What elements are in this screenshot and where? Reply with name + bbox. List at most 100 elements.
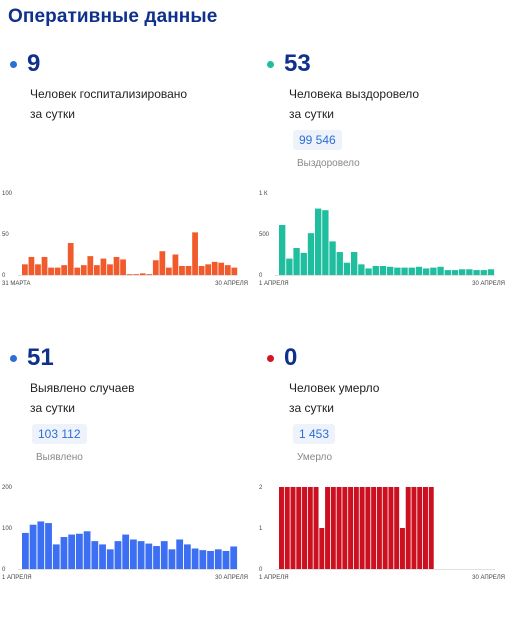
bar (279, 487, 284, 569)
bar (411, 487, 417, 569)
hospitalized-count: 9 (27, 50, 41, 77)
bar (160, 541, 168, 569)
bar (114, 541, 122, 569)
bar (487, 269, 495, 275)
bar (466, 269, 473, 275)
bar (319, 528, 325, 569)
x-start-label: 1 АПРЕЛЯ (2, 575, 32, 581)
detected-panel: 51 Выявлено случаев за сутки 103 112 Выя… (0, 346, 250, 626)
bar (330, 487, 336, 569)
bar (52, 544, 60, 569)
recovered-count: 53 (284, 50, 311, 77)
bar (22, 264, 28, 275)
x-start-label: 31 МАРТА (2, 281, 31, 287)
bar (313, 487, 319, 569)
bar (423, 487, 428, 569)
bullet-dot (10, 60, 17, 68)
bar (192, 232, 198, 275)
bar (152, 260, 159, 275)
bar (153, 546, 160, 569)
bar (133, 274, 140, 275)
caption-line-2: за сутки (30, 401, 75, 415)
bar (300, 252, 307, 275)
bar (343, 262, 351, 275)
bar (329, 241, 336, 275)
bar (199, 550, 207, 569)
y-tick-label: 50 (2, 232, 9, 238)
bar (405, 487, 411, 569)
detected-chart: 0 100 200 1 АПРЕЛЯ 30 АПРЕЛЯ (2, 485, 248, 581)
bar (353, 487, 359, 569)
bar (401, 267, 408, 275)
y-tick-label: 1 (259, 526, 263, 532)
x-end-label: 30 АПРЕЛЯ (472, 281, 505, 287)
caption-line-1: Выявлено случаев (30, 381, 135, 395)
recovered-caption: Человека выздоровело за сутки (289, 84, 419, 124)
bar (45, 523, 52, 569)
bar (207, 550, 214, 569)
detected-count: 51 (27, 344, 54, 371)
bar (387, 266, 394, 275)
bar (120, 259, 126, 275)
bar (76, 533, 83, 569)
bar (137, 541, 145, 569)
bar (296, 487, 302, 569)
caption-line-1: Человека выздоровело (289, 87, 420, 101)
bar (379, 265, 387, 275)
y-tick-label: 2 (259, 485, 263, 491)
bar (428, 487, 434, 569)
recovered-total: 99 546 (293, 130, 342, 150)
bar (336, 252, 343, 275)
bar (408, 267, 415, 275)
bar (451, 270, 459, 275)
bar (106, 549, 114, 569)
bar (371, 487, 377, 569)
bar (459, 269, 466, 275)
deaths-chart: 0 1 2 1 АПРЕЛЯ 30 АПРЕЛЯ (259, 485, 505, 581)
bar (80, 265, 87, 275)
bar (365, 487, 371, 569)
bar (365, 268, 372, 275)
y-tick-label: 0 (259, 567, 263, 573)
bar (284, 487, 290, 569)
bar (83, 531, 91, 569)
bar (48, 267, 54, 275)
x-start-label: 1 АПРЕЛЯ (259, 575, 289, 581)
bar (336, 487, 342, 569)
detected-caption: Выявлено случаев за сутки (30, 378, 135, 418)
bar (61, 265, 68, 275)
bar (179, 265, 185, 275)
bar (87, 256, 94, 275)
caption-line-1: Человек умерло (289, 381, 380, 395)
stat-row: 9 (0, 52, 40, 76)
bar (99, 544, 106, 569)
bar (211, 261, 218, 275)
bar (214, 549, 222, 569)
bar (29, 524, 37, 569)
hospitalized-chart: 0 50 100 31 МАРТА 30 АПРЕЛЯ (2, 191, 248, 287)
recovered-chart: 0 500 1 К 1 АПРЕЛЯ 30 АПРЕЛЯ (259, 191, 505, 287)
hospitalized-panel: 9 Человек госпитализировано за сутки 0 50… (0, 52, 250, 332)
bar (376, 487, 382, 569)
deaths-total-label: Умерло (297, 452, 333, 463)
x-end-label: 30 АПРЕЛЯ (215, 575, 248, 581)
bar (437, 266, 444, 275)
y-tick-label: 0 (2, 273, 6, 279)
deaths-caption: Человек умерло за сутки (289, 378, 379, 418)
detected-total-label: Выявлено (36, 452, 83, 463)
y-tick-label: 200 (2, 485, 13, 491)
x-start-label: 1 АПРЕЛЯ (259, 281, 289, 287)
bullet-dot (10, 354, 17, 362)
bar (218, 262, 225, 275)
bar (122, 534, 130, 569)
bar (342, 487, 348, 569)
bar (224, 265, 231, 275)
bar (348, 487, 354, 569)
bar (60, 537, 68, 569)
bar (417, 487, 423, 569)
bar (351, 252, 358, 275)
bar (358, 264, 365, 275)
bar (126, 274, 133, 275)
bar (198, 265, 205, 275)
bar (146, 274, 153, 275)
